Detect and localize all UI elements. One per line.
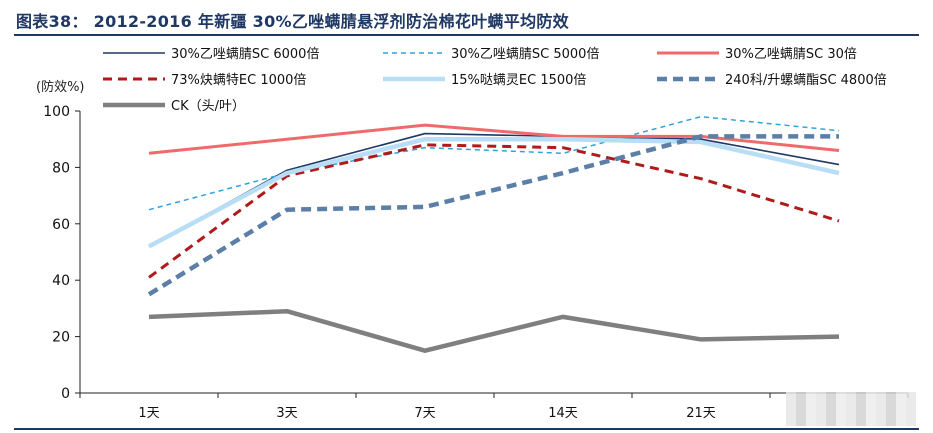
bottom-rule (14, 428, 919, 430)
legend-label-4: 15%哒螨灵EC 1500倍 (451, 72, 586, 88)
y-tick-label: 20 (52, 330, 70, 346)
legend-label-3: 73%炔螨特EC 1000倍 (171, 73, 306, 88)
y-tick-label: 40 (52, 273, 70, 289)
series-line-4 (147, 136, 840, 249)
legend-label-0: 30%乙唑螨腈SC 6000倍 (171, 46, 319, 62)
chart-title: 图表38： 2012-2016 年新疆 30%乙唑螨腈悬浮剂防治棉花叶螨平均防效 (16, 12, 569, 31)
x-tick-label: 3天 (276, 406, 297, 421)
chart-axes: 0 20 40 60 80 100 1天 3天 7天 14天 21天 (43, 104, 909, 421)
redacted-watermark (786, 392, 916, 426)
legend-label-6: CK（头/叶） (171, 99, 245, 114)
x-tick-label: 1天 (138, 406, 159, 421)
x-tick-label: 14天 (548, 406, 578, 421)
series-line-5 (147, 134, 839, 297)
chart-series (147, 115, 840, 353)
title-underline (14, 34, 919, 36)
figure-header: 图表38： 2012-2016 年新疆 30%乙唑螨腈悬浮剂防治棉花叶螨平均防效 (0, 0, 933, 34)
series-line-1 (148, 115, 840, 211)
y-tick-label: 60 (52, 217, 70, 233)
y-tick-label: 100 (43, 104, 70, 120)
y-tick-label: 0 (61, 386, 70, 402)
legend-label-5: 240科/升螺螨酯SC 4800倍 (725, 73, 887, 88)
series-line-3 (148, 143, 840, 279)
y-tick-label: 80 (52, 160, 70, 176)
series-line-2 (148, 123, 840, 155)
series-line-6 (148, 308, 840, 353)
x-tick-label: 21天 (686, 406, 716, 421)
x-tick-label: 7天 (414, 406, 435, 421)
legend-label-1: 30%乙唑螨腈SC 5000倍 (451, 46, 599, 62)
legend-label-2: 30%乙唑螨腈SC 30倍 (725, 46, 857, 62)
y-axis-label: (防效%) (36, 79, 85, 95)
chart-legend: 30%乙唑螨腈SC 6000倍 30%乙唑螨腈SC 5000倍 30%乙唑螨腈SC … (103, 46, 887, 114)
